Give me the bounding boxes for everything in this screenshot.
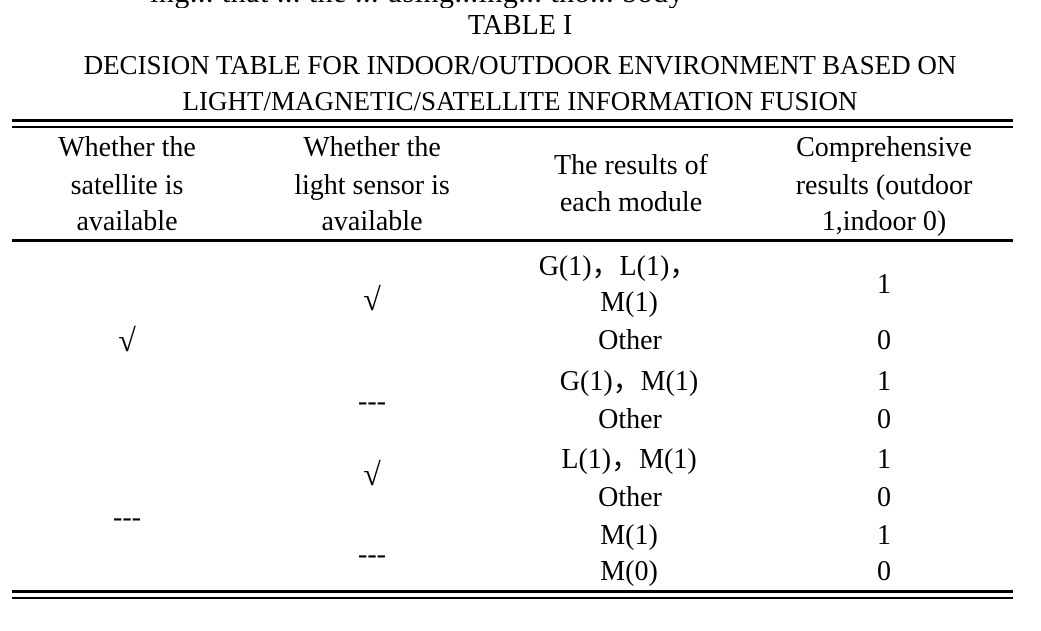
module-result: G(1)，M(1) (559, 366, 699, 397)
comprehensive-result: 0 (877, 482, 891, 513)
header-text: light sensor is (294, 170, 450, 201)
top-rule-thick (12, 119, 1013, 122)
comprehensive-result: 0 (877, 556, 891, 587)
header-text: Whether the (303, 132, 441, 163)
comprehensive-result: 1 (877, 520, 891, 551)
module-result: M(1) (600, 520, 658, 551)
table-caption-line-1: DECISION TABLE FOR INDOOR/OUTDOOR ENVIRO… (83, 50, 957, 80)
light-available-check: √ (363, 456, 381, 492)
satellite-unavailable-dash: --- (113, 502, 141, 533)
light-unavailable-dash: --- (358, 386, 386, 417)
header-text: each module (559, 187, 703, 218)
header-text: Whether the (58, 132, 196, 163)
header-text: available (321, 206, 423, 237)
clipped-body-text-line: ing... that ... the ... using...ing... t… (150, 0, 684, 8)
module-result: G(1)，L(1)， (538, 251, 698, 282)
header-text: results (outdoor (795, 170, 973, 201)
header-text: 1,indoor 0) (821, 206, 947, 237)
module-result: M(0) (600, 556, 658, 587)
table-title: TABLE I (467, 10, 573, 41)
top-rule-thin (12, 126, 1013, 128)
header-text: satellite is (70, 170, 184, 201)
comprehensive-result: 1 (877, 269, 891, 300)
header-text: Comprehensive (796, 132, 972, 163)
comprehensive-result: 0 (877, 404, 891, 435)
light-available-check: √ (363, 281, 381, 317)
satellite-available-check: √ (118, 322, 136, 358)
bottom-rule-thick (12, 590, 1013, 593)
comprehensive-result: 0 (877, 325, 891, 356)
module-result: Other (598, 404, 662, 435)
module-result: Other (598, 325, 662, 356)
header-text: The results of (554, 150, 708, 181)
header-text: available (76, 206, 178, 237)
module-result: L(1)，M(1) (561, 444, 697, 475)
header-rule (12, 239, 1013, 242)
module-result: M(1) (600, 287, 658, 318)
module-result: Other (598, 482, 662, 513)
comprehensive-result: 1 (877, 444, 891, 475)
clipped-body-text: ing... that ... the ... using...ing... t… (0, 0, 1041, 8)
light-unavailable-dash: --- (358, 539, 386, 570)
comprehensive-result: 1 (877, 366, 891, 397)
table-caption-line-2: LIGHT/MAGNETIC/SATELLITE INFORMATION FUS… (182, 86, 858, 116)
bottom-rule-thin (12, 597, 1013, 599)
